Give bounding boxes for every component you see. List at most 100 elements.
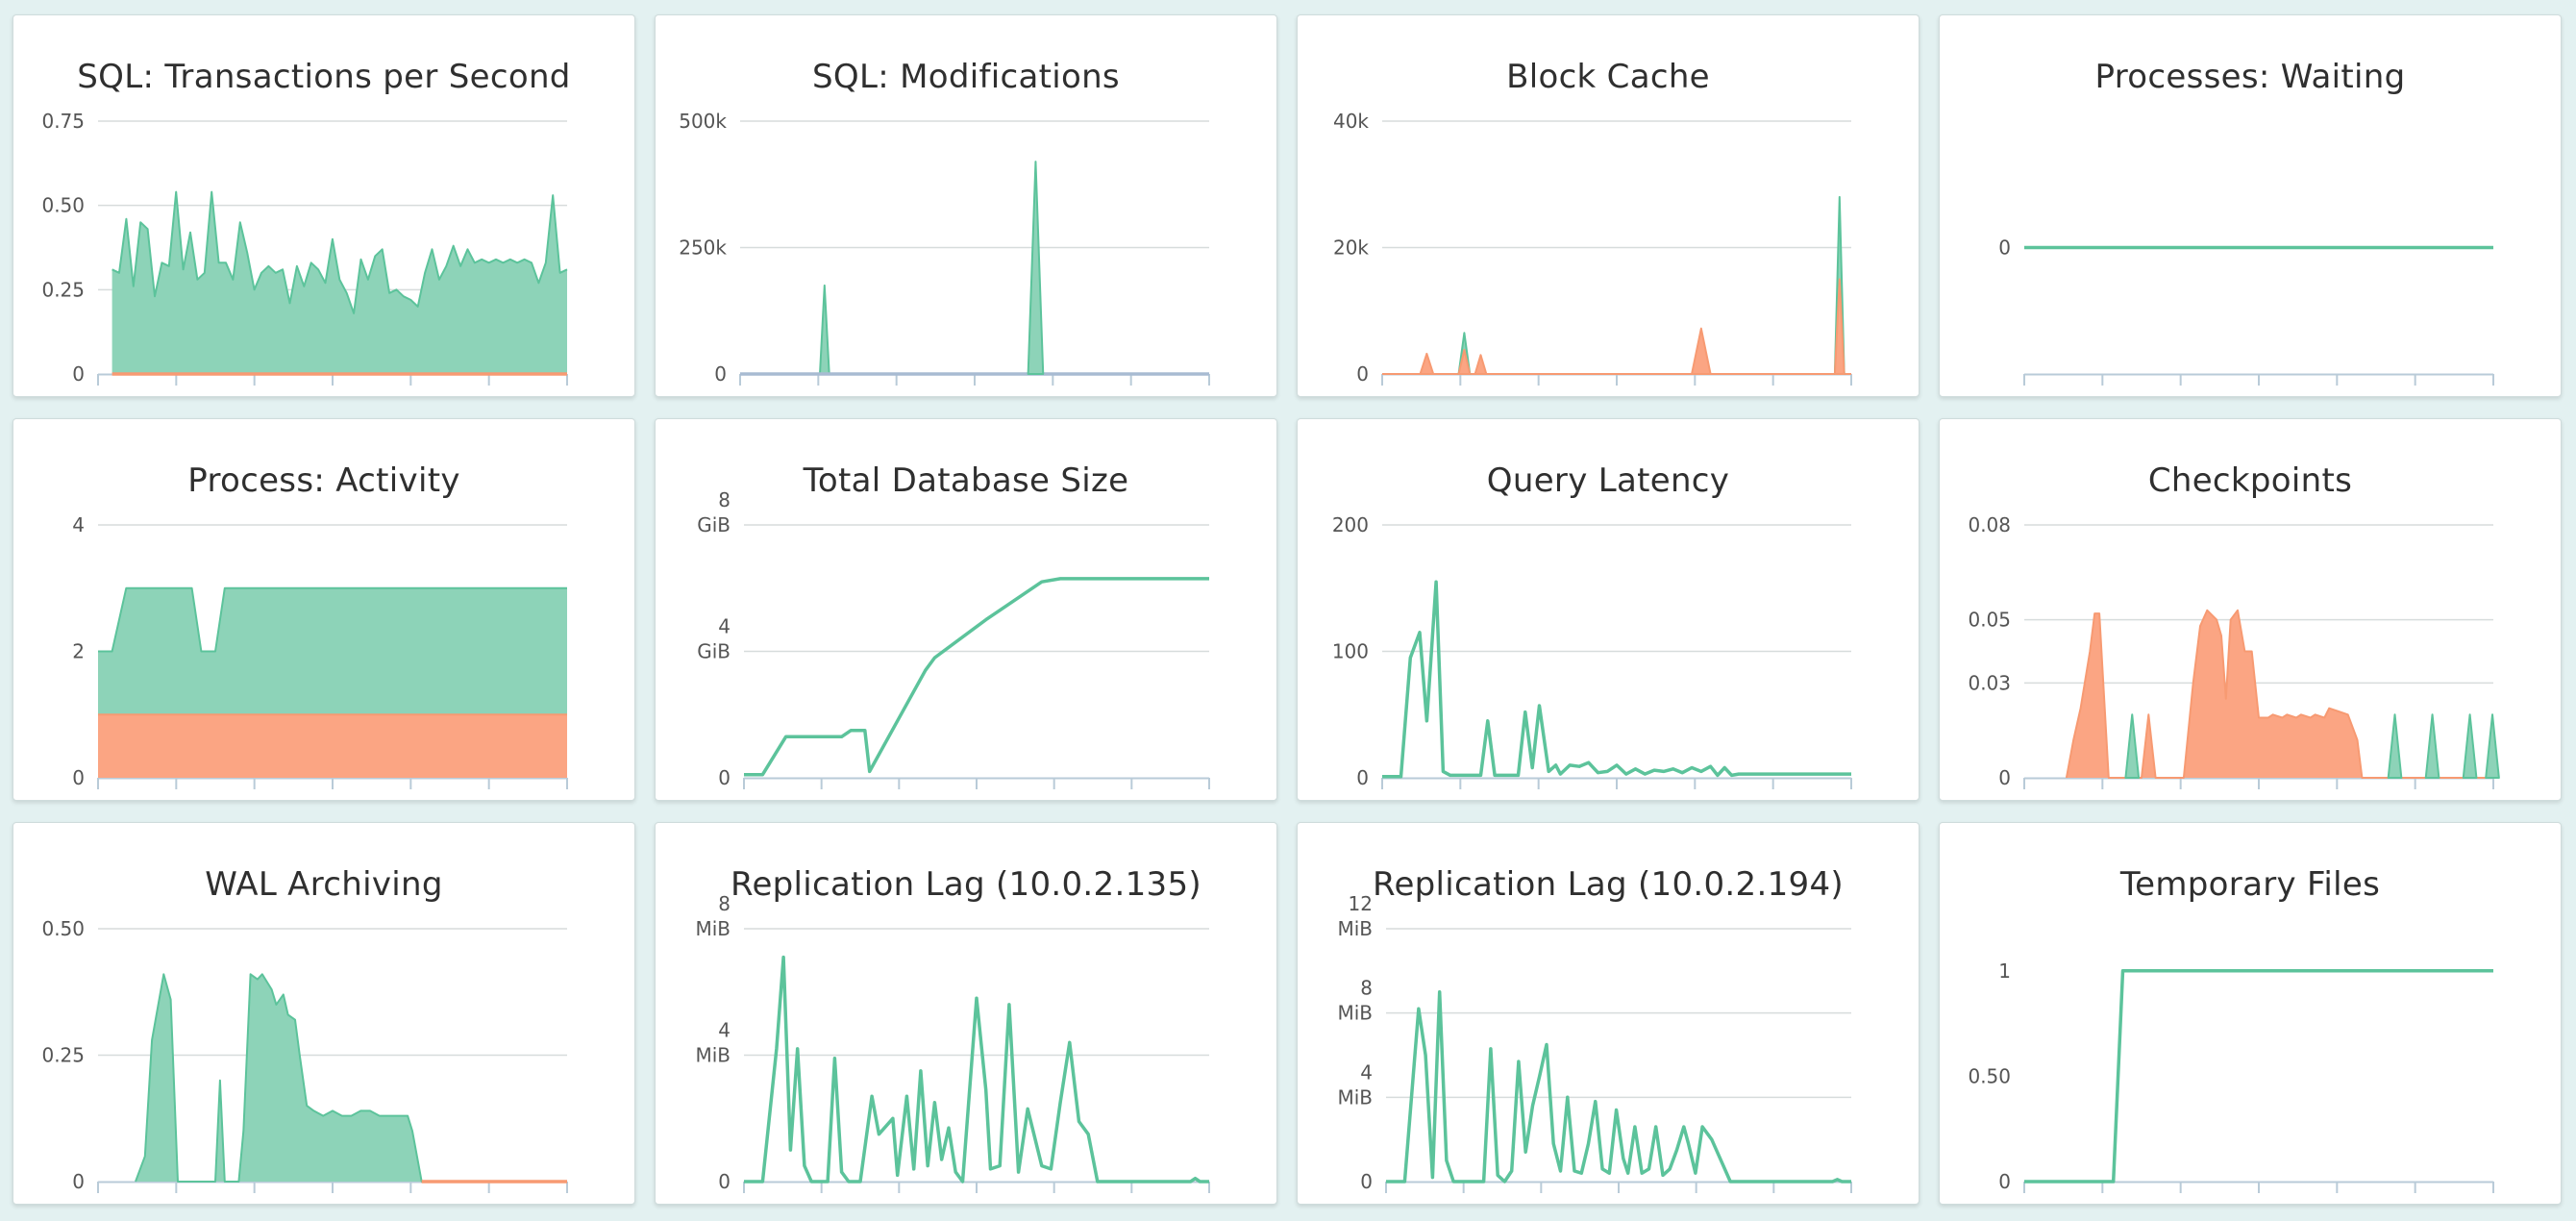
y-tick-label: MiB xyxy=(1337,1085,1373,1109)
panel-dbsize: Total Database Size 0 4 GiB 8 GiB xyxy=(655,418,1277,801)
series-line-0 xyxy=(98,586,567,653)
y-tick-label: 4 xyxy=(718,1019,731,1042)
panel-wal: WAL Archiving 0 0.25 0.50 xyxy=(12,822,635,1205)
chart-svg: 0 0.50 1 xyxy=(1968,959,2494,1193)
panel-checkpoints: Checkpoints 0 0.03 0.05 0.08 xyxy=(1939,418,2562,801)
series-line-0 xyxy=(1386,990,1851,1184)
y-tick-label: 0.50 xyxy=(41,917,85,940)
panel-tps: SQL: Transactions per Second 0 0.25 0.50 0.7… xyxy=(12,14,635,397)
peak-2 xyxy=(2424,713,2440,779)
y-tick-label: MiB xyxy=(695,1044,731,1067)
chart-svg: 0 0.25 0.50 0.75 xyxy=(41,110,568,386)
panel-waiting: Processes: Waiting 0 xyxy=(1939,14,2562,397)
y-tick-label: GiB xyxy=(697,513,731,536)
y-tick-label: 500k xyxy=(679,110,727,133)
peak-1 xyxy=(2387,713,2403,779)
panel-replag194: Replication Lag (10.0.2.194) 0 4 MiB 8 MiB 12 M… xyxy=(1297,822,1920,1205)
series-area-0 xyxy=(740,285,1209,374)
panel-cache: Block Cache 0 20k 40k xyxy=(1297,14,1920,397)
chart-title: Total Database Size xyxy=(803,461,1129,500)
chart-title: Checkpoints xyxy=(2147,461,2353,500)
panel-latency: Query Latency 0 100 200 xyxy=(1297,418,1920,801)
chart-title: SQL: Transactions per Second xyxy=(77,58,571,96)
chart-svg: 0 100 200 xyxy=(1332,513,1852,789)
chart-svg: 0 250k 500k xyxy=(679,110,1210,386)
y-tick-label: 4 xyxy=(1360,1060,1373,1084)
y-tick-label: 0 xyxy=(1998,237,2011,260)
peak-6 xyxy=(1833,278,1845,375)
y-tick-label: 0 xyxy=(1998,1170,2011,1193)
y-tick-label: 20k xyxy=(1333,237,1369,260)
y-tick-label: 0.75 xyxy=(41,110,85,133)
y-tick-label: 0 xyxy=(1356,766,1369,789)
series-line-0 xyxy=(2065,609,2493,779)
series-line-0 xyxy=(740,284,1209,375)
series-line-0 xyxy=(744,955,1209,1184)
chart-svg: 0 2 4 xyxy=(72,513,568,789)
y-tick-label: 0 xyxy=(1998,766,2011,789)
y-tick-label: 0.50 xyxy=(1968,1064,2011,1087)
chart-title: Processes: Waiting xyxy=(2094,58,2406,96)
panel-replag135: Replication Lag (10.0.2.135) 0 4 MiB 8 MiB xyxy=(655,822,1277,1205)
chart-title: Replication Lag (10.0.2.194) xyxy=(1373,865,1844,904)
series-area-1 xyxy=(98,714,567,778)
series-area-0 xyxy=(2066,610,2493,778)
y-tick-label: 0.50 xyxy=(41,194,85,217)
peak-2 xyxy=(1419,352,1435,375)
y-tick-label: 0 xyxy=(718,1170,731,1193)
peak-3 xyxy=(2462,713,2478,779)
chart-title: Process: Activity xyxy=(187,461,460,500)
y-tick-label: 0 xyxy=(714,362,727,386)
y-tick-label: 250k xyxy=(679,237,727,260)
y-tick-label: 12 xyxy=(1349,892,1373,915)
y-tick-label: 100 xyxy=(1332,640,1369,663)
y-tick-label: 40k xyxy=(1333,110,1369,133)
chart-svg: 0 0.25 0.50 xyxy=(41,917,568,1193)
y-tick-label: 8 xyxy=(1360,977,1373,1000)
series-line-0 xyxy=(1382,580,1851,779)
y-tick-label: 0.25 xyxy=(41,1044,85,1067)
chart-title: Replication Lag (10.0.2.135) xyxy=(731,865,1201,904)
chart-title: Block Cache xyxy=(1506,58,1710,96)
series-area-0 xyxy=(111,191,567,374)
y-tick-label: 1 xyxy=(1998,959,2011,983)
y-tick-label: 8 xyxy=(718,488,731,511)
y-tick-label: 0.05 xyxy=(1968,609,2011,632)
series-line-0 xyxy=(2024,969,2493,1184)
peak-4 xyxy=(1474,354,1488,375)
chart-title: SQL: Modifications xyxy=(812,58,1120,96)
y-tick-label: 200 xyxy=(1332,513,1369,536)
chart-title: Temporary Files xyxy=(2119,865,2381,904)
chart-title: WAL Archiving xyxy=(205,865,443,904)
panel-mods: SQL: Modifications 0 250k 500k xyxy=(655,14,1277,397)
chart-svg: 0 0.03 0.05 0.08 xyxy=(1968,513,2500,789)
y-tick-label: 0.03 xyxy=(1968,671,2011,694)
peak-4 xyxy=(2485,713,2500,779)
peak-0 xyxy=(1027,161,1045,375)
y-tick-label: MiB xyxy=(695,917,731,940)
panel-activity: Process: Activity 0 2 4 xyxy=(12,418,635,801)
y-tick-label: 4 xyxy=(718,615,731,638)
y-tick-label: 0 xyxy=(718,766,731,789)
y-tick-label: 0 xyxy=(72,766,85,789)
y-tick-label: 0 xyxy=(72,362,85,386)
y-tick-label: 0 xyxy=(1356,362,1369,386)
y-tick-label: 4 xyxy=(72,513,85,536)
y-tick-label: 0.25 xyxy=(41,278,85,301)
y-tick-label: 2 xyxy=(72,640,85,663)
series-line-0 xyxy=(135,973,567,1183)
series-area-0 xyxy=(136,974,567,1182)
peak-3 xyxy=(1457,349,1472,375)
y-tick-label: 8 xyxy=(718,892,731,915)
y-tick-label: MiB xyxy=(1337,1002,1373,1025)
y-tick-label: 0 xyxy=(72,1170,85,1193)
peak-5 xyxy=(1691,327,1712,375)
y-tick-label: 0 xyxy=(1360,1170,1373,1193)
y-tick-label: GiB xyxy=(697,640,731,663)
series-line-0 xyxy=(111,190,568,314)
peak-0 xyxy=(2124,713,2141,779)
